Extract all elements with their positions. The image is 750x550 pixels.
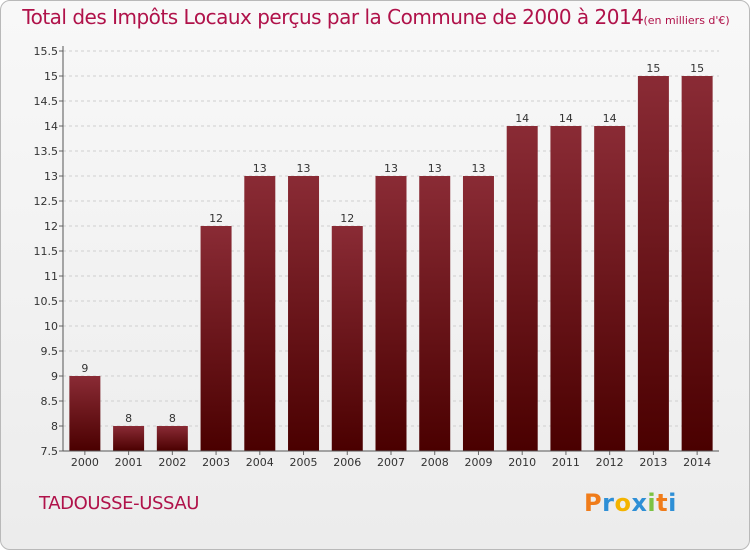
logo-letter: i [668,489,677,517]
bar-value-label: 14 [559,112,573,125]
bar-value-label: 15 [690,62,704,75]
bar-value-label: 13 [428,162,442,175]
x-tick-label: 2001 [115,456,143,469]
x-tick-label: 2011 [552,456,580,469]
bar [331,226,363,451]
bar-value-label: 9 [81,362,88,375]
bar [375,176,407,451]
y-tick-label: 10 [44,320,58,333]
bar-value-label: 13 [384,162,398,175]
y-tick-label: 10.5 [34,295,59,308]
bar-value-label: 8 [169,412,176,425]
y-tick-label: 15.5 [34,45,59,58]
x-tick-label: 2006 [333,456,361,469]
bar [681,76,713,451]
bar-value-label: 14 [515,112,529,125]
y-tick-label: 9 [51,370,58,383]
logo-letter: P [584,489,603,517]
x-tick-label: 2013 [639,456,667,469]
y-tick-label: 12 [44,220,58,233]
y-tick-label: 15 [44,70,58,83]
axes: 7.5 8 8.5 9 9.5 10 10.5 11 11.5 12 12.5 13 13.5 14 14.… [34,45,719,469]
bar [288,176,320,451]
y-tick-label: 13 [44,170,58,183]
y-tick-label: 14 [44,120,58,133]
bar [550,126,582,451]
x-tick-label: 2000 [71,456,99,469]
bar-value-label: 13 [471,162,485,175]
proxiti-logo: Proxiti [584,489,677,517]
x-tick-label: 2010 [508,456,536,469]
bar [419,176,451,451]
y-tick-label: 14.5 [34,95,59,108]
bar [156,426,188,451]
y-tick-label: 13.5 [34,145,59,158]
x-tick-label: 2005 [290,456,318,469]
bar-value-label: 15 [646,62,660,75]
logo-letter: t [656,489,669,517]
bar-value-label: 8 [125,412,132,425]
commune-name: TADOUSSE-USSAU [39,493,200,514]
bar-value-label: 14 [603,112,617,125]
bar [594,126,626,451]
chart-title: Total des Impôts Locaux perçus par la Co… [1,5,749,29]
x-tick-label: 2007 [377,456,405,469]
bar-value-label: 13 [253,162,267,175]
logo-letter: i [647,489,657,517]
x-tick-label: 2012 [596,456,624,469]
y-tick-label: 7.5 [41,445,59,458]
x-tick-label: 2009 [464,456,492,469]
bar-value-label: 12 [340,212,354,225]
x-tick-label: 2004 [246,456,274,469]
y-tick-label: 8.5 [41,395,59,408]
chart-title-text: Total des Impôts Locaux perçus par la Co… [22,5,644,29]
x-tick-label: 2003 [202,456,230,469]
bar-value-label: 13 [297,162,311,175]
bar [244,176,276,451]
bar [113,426,145,451]
bar [506,126,538,451]
bar [462,176,494,451]
bar [637,76,669,451]
logo-letter: x [631,489,648,517]
x-tick-label: 2014 [683,456,711,469]
y-tick-label: 12.5 [34,195,59,208]
chart-unit-text: (en milliers d'€) [643,14,730,27]
y-tick-label: 11 [44,270,58,283]
bar [69,376,101,451]
y-tick-label: 11.5 [34,245,59,258]
bars: 9 8 8 12 13 13 12 13 13 13 14 14 14 15 15 [69,62,713,451]
y-tick-label: 8 [51,420,58,433]
x-tick-label: 2008 [421,456,449,469]
x-tick-label: 2002 [158,456,186,469]
logo-letter: r [602,489,615,517]
y-tick-label: 9.5 [41,345,59,358]
bar-value-label: 12 [209,212,223,225]
bar [200,226,232,451]
logo-letter: o [614,489,632,517]
